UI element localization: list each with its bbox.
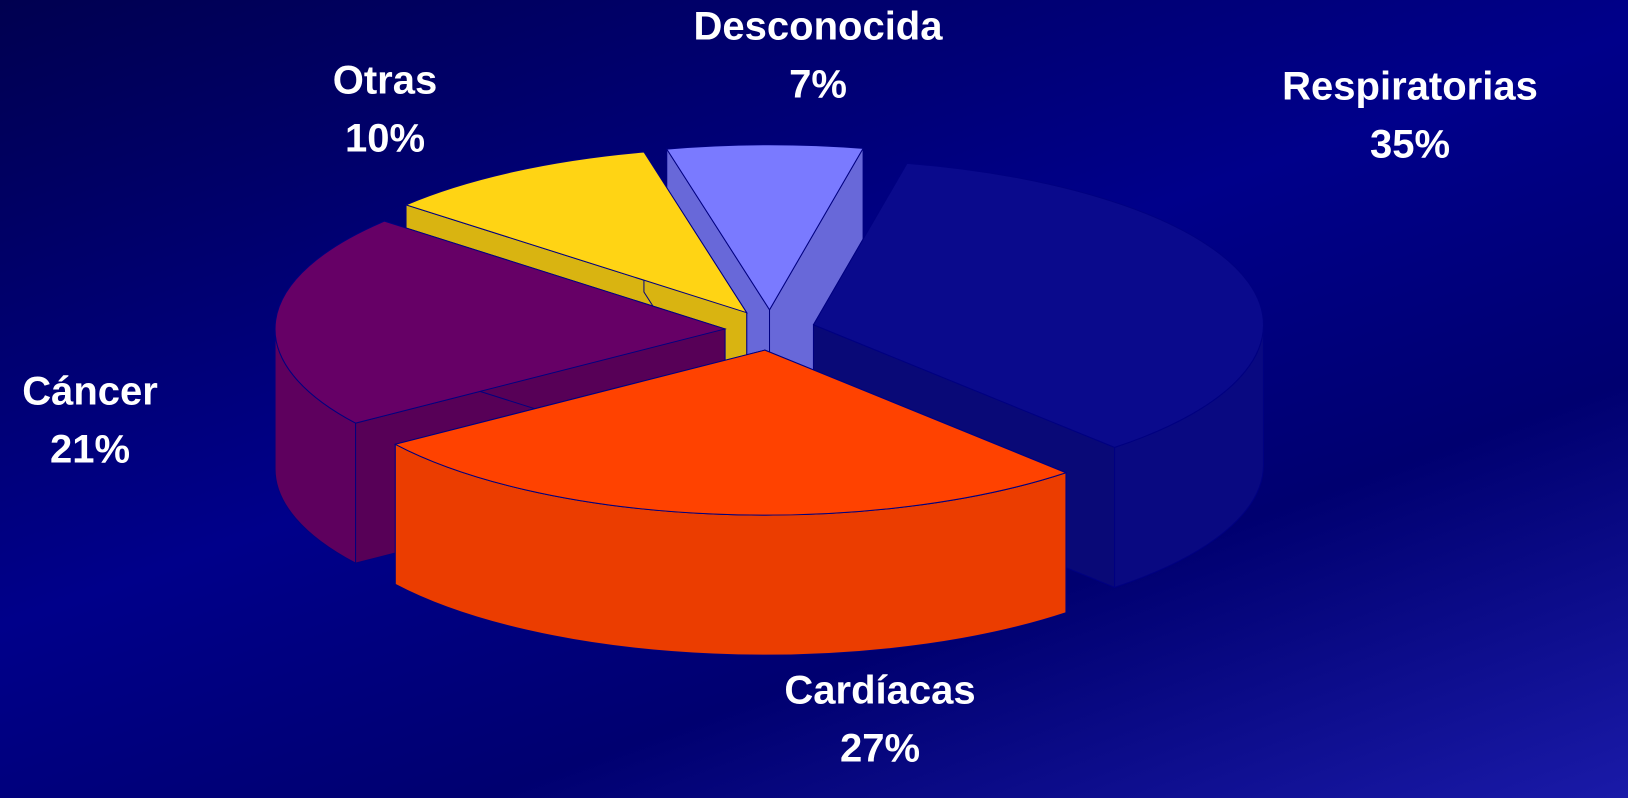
value-label: 10% (345, 117, 425, 161)
category-label: Respiratorias (1282, 65, 1538, 109)
slice-top (404, 151, 748, 314)
value-label: 7% (789, 63, 847, 107)
slice-top (812, 162, 1264, 448)
value-label: 35% (1370, 123, 1450, 167)
value-label: 27% (840, 727, 920, 771)
category-label: Cáncer (22, 370, 158, 414)
category-label: Otras (333, 59, 438, 103)
category-label: Desconocida (694, 5, 944, 49)
slice-top (665, 144, 864, 311)
value-label: 21% (50, 428, 130, 472)
slice-top (393, 349, 1068, 516)
category-label: Cardíacas (784, 669, 975, 713)
pie-slice (393, 349, 1068, 656)
slice-top (274, 220, 727, 424)
